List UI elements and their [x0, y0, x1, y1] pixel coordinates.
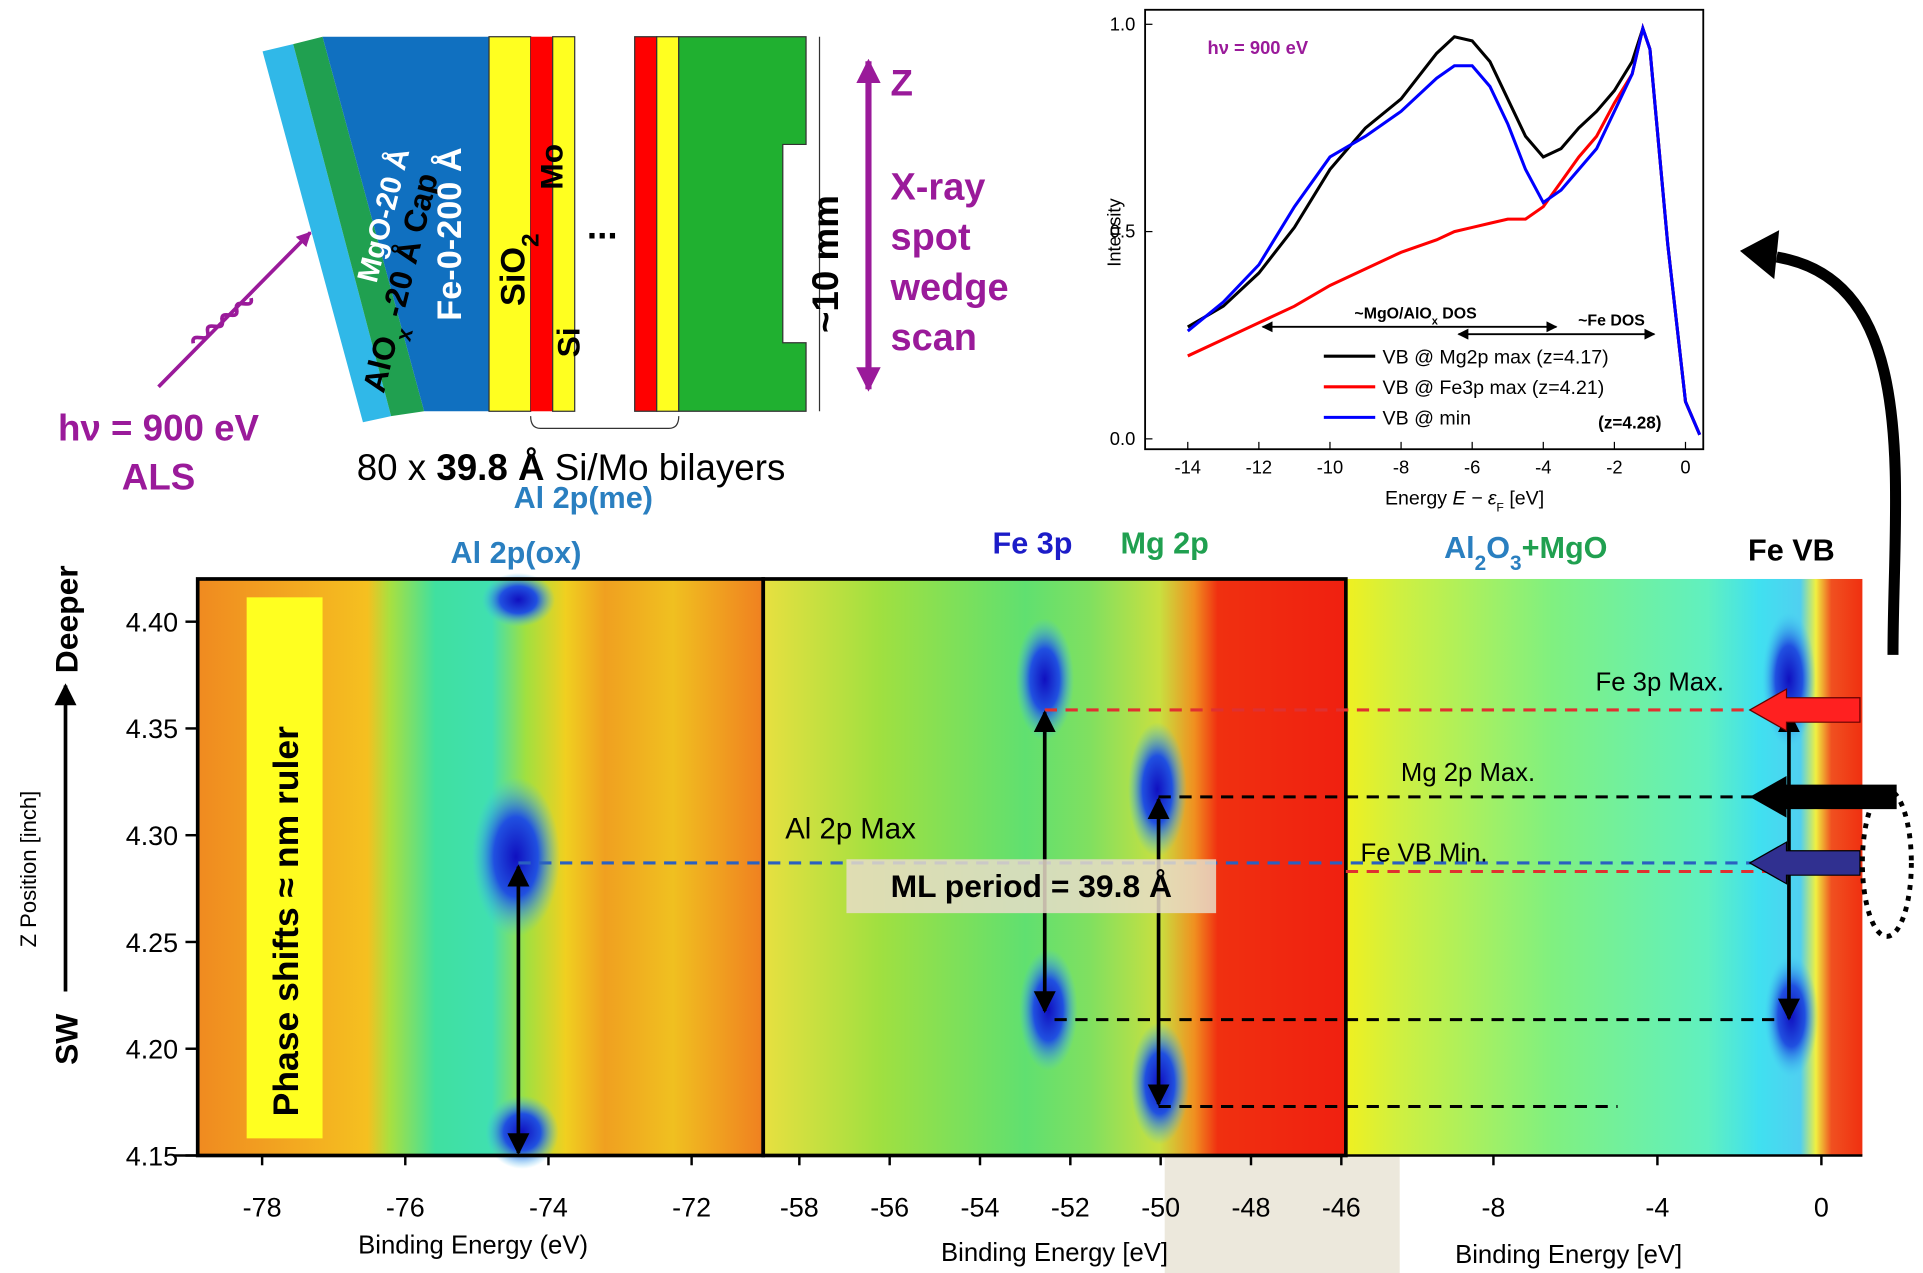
backdrop	[1165, 1155, 1400, 1273]
x-tick-label: -4	[1535, 457, 1551, 478]
x-tick-label: -8	[1393, 457, 1409, 478]
spot-size: ~10 mm	[805, 195, 846, 333]
text-part: E − ε	[1452, 487, 1496, 509]
y-tick-label: 4.15	[126, 1141, 178, 1171]
x-tick-label: -56	[870, 1193, 909, 1223]
ellipsis: ...	[587, 206, 618, 247]
x-axis-label: Binding Energy [eV]	[941, 1239, 1168, 1267]
source-label: ALS	[122, 457, 195, 498]
annotation: Phase shifts ≈ nm ruler	[266, 726, 306, 1116]
x-tick-label: -4	[1645, 1193, 1669, 1223]
peak-label: Mg 2p	[1120, 526, 1208, 560]
text-part: F	[1496, 500, 1503, 514]
scan-label: spot	[891, 217, 971, 259]
x-tick-label: 0	[1680, 457, 1690, 478]
x-axis-label: Binding Energy (eV)	[358, 1231, 588, 1259]
x-tick-label: -76	[386, 1193, 425, 1223]
x-axis-label: Energy E − εF [eV]	[1385, 487, 1544, 514]
x-tick-label: -78	[243, 1193, 282, 1223]
x-tick-label: -8	[1481, 1193, 1505, 1223]
x-tick-label: -50	[1141, 1193, 1180, 1223]
annotation: (z=4.28)	[1598, 412, 1661, 432]
y-tick-label: 4.25	[126, 928, 178, 958]
text-part: 80 x	[357, 447, 437, 488]
x-tick-label: -10	[1317, 457, 1344, 478]
legend-label: VB @ Fe3p max (z=4.21)	[1383, 377, 1605, 399]
scan-label: X-ray	[891, 167, 986, 209]
x-tick-label: -54	[961, 1193, 1000, 1223]
text-part: 2	[1475, 552, 1487, 575]
text-part: Al 2p(ox)	[451, 536, 582, 570]
peak-label: Fe 3p	[993, 526, 1073, 560]
x-tick-label: -46	[1322, 1193, 1361, 1223]
text-part: Fe VB	[1748, 534, 1835, 568]
x-tick-label: -48	[1232, 1193, 1271, 1223]
x-tick-label: -6	[1464, 457, 1480, 478]
annotation: ~Fe DOS	[1578, 313, 1645, 330]
text-part: ~MgO/AlO	[1354, 305, 1431, 322]
text-part: O	[1486, 531, 1510, 565]
y-tick-label: 4.40	[126, 607, 178, 637]
text-part: +MgO	[1522, 531, 1608, 565]
y-axis-direction: SW	[49, 1014, 85, 1065]
peak-label: Al 2p(me)	[514, 481, 653, 515]
annotation: Mg 2p Max.	[1401, 759, 1535, 787]
text-part: Al	[1444, 531, 1475, 565]
scan-label: wedge	[890, 267, 1009, 309]
y-tick-label: 4.35	[126, 714, 178, 744]
annotation: Fe VB Min.	[1361, 840, 1488, 868]
annotation: ML period = 39.8 Å	[891, 868, 1172, 904]
x-axis-label: Binding Energy [eV]	[1455, 1241, 1682, 1269]
legend-label: VB @ Mg2p max (z=4.17)	[1383, 347, 1609, 369]
si-label: Si	[551, 327, 587, 357]
x-tick-label: -58	[780, 1193, 819, 1223]
annotation: Al 2p Max	[785, 812, 916, 845]
x-tick-label: -52	[1051, 1193, 1090, 1223]
y-tick-label: 0.0	[1110, 428, 1136, 449]
y-tick-label: 1.0	[1110, 13, 1136, 34]
mo-label: Mo	[533, 144, 569, 190]
text-part: 2	[517, 233, 544, 247]
z-label: Z	[891, 62, 913, 103]
sample-schematic: AlOx -20 Å Cap MgO-20 Å Fe-0-200 Å SiO2 …	[58, 37, 1009, 498]
y-tick-label: 4.20	[126, 1035, 178, 1065]
peak-label: Al2O3+MgO	[1444, 531, 1607, 575]
x-tick-label: -72	[672, 1193, 711, 1223]
x-tick-label: -2	[1606, 457, 1622, 478]
y-axis-label: Z Position [inch]	[16, 791, 41, 948]
annotation: Fe 3p Max.	[1596, 668, 1725, 696]
y-axis-label: Intensity	[1104, 198, 1125, 267]
y-tick-label: 4.30	[126, 821, 178, 851]
text-part: Energy	[1385, 487, 1452, 509]
text-part: SiO	[495, 247, 533, 306]
text-part: DOS	[1438, 305, 1477, 322]
text-part: 3	[1510, 552, 1522, 575]
text-part: Fe 3p	[993, 526, 1073, 560]
figure: AlOx -20 Å Cap MgO-20 Å Fe-0-200 Å SiO2 …	[0, 0, 1923, 1273]
x-tick-label: -74	[529, 1193, 568, 1223]
x-tick-label: -12	[1246, 457, 1273, 478]
x-tick-label: -14	[1174, 457, 1201, 478]
peak-label: Fe VB	[1748, 534, 1835, 568]
photon-energy: hν = 900 eV	[58, 408, 260, 449]
scan-label: scan	[891, 317, 977, 359]
text-part: Al 2p(me)	[514, 481, 653, 515]
legend-label: VB @ min	[1383, 408, 1471, 430]
fe-label: Fe-0-200 Å	[429, 147, 469, 320]
peak-label: Al 2p(ox)	[451, 536, 582, 570]
text-part: [eV]	[1504, 487, 1544, 509]
chart-title: hν = 900 eV	[1208, 37, 1309, 58]
text-part: Mg 2p	[1120, 526, 1208, 560]
y-axis-direction: Deeper	[49, 565, 85, 673]
x-tick-label: 0	[1814, 1193, 1829, 1223]
